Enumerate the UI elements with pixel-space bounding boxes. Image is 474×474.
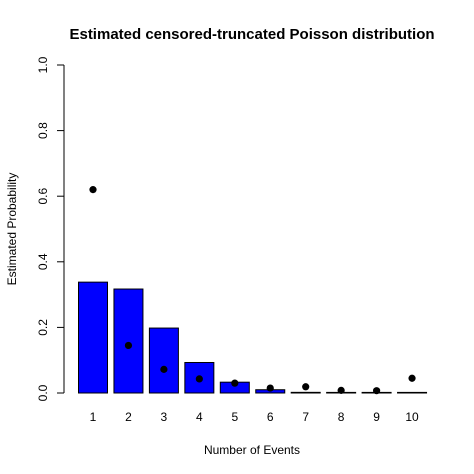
data-point [160,365,168,373]
x-axis-label: Number of Events [204,443,300,457]
y-axis-label: Estimated Probability [5,173,19,286]
x-axis-tick-labels: 1 2 3 4 5 6 7 8 9 10 [90,410,419,424]
data-point [302,383,310,391]
data-point [337,386,345,394]
data-point [373,387,381,395]
data-point [195,375,203,383]
bars-group [78,281,428,394]
data-point [124,341,133,350]
x-tick-label: 6 [267,410,274,424]
bar [290,391,321,394]
y-axis-ticks: 0.0 0.2 0.4 0.6 0.8 1.0 [36,56,64,401]
x-tick-label: 10 [405,410,419,424]
x-tick-label: 4 [196,410,203,424]
y-tick-label: 0.8 [36,122,50,139]
data-point [408,374,416,382]
x-tick-label: 3 [161,410,168,424]
y-tick-label: 1.0 [36,56,50,73]
x-tick-label: 1 [90,410,97,424]
bar [113,288,144,394]
y-tick-label: 0.2 [36,319,50,336]
x-tick-label: 8 [338,410,345,424]
y-tick-label: 0.4 [36,253,50,270]
bar [78,281,108,394]
chart-title: Estimated censored-truncated Poisson dis… [69,26,434,43]
data-point [266,384,274,392]
bar [397,391,428,394]
points-group [89,186,416,395]
x-tick-label: 2 [125,410,132,424]
y-tick-label: 0.0 [36,384,50,401]
data-point [89,186,97,194]
x-tick-label: 5 [231,410,238,424]
x-tick-label: 7 [302,410,309,424]
y-tick-label: 0.6 [36,188,50,205]
x-tick-label: 9 [373,410,380,424]
data-point [231,379,239,387]
bar [148,327,179,394]
